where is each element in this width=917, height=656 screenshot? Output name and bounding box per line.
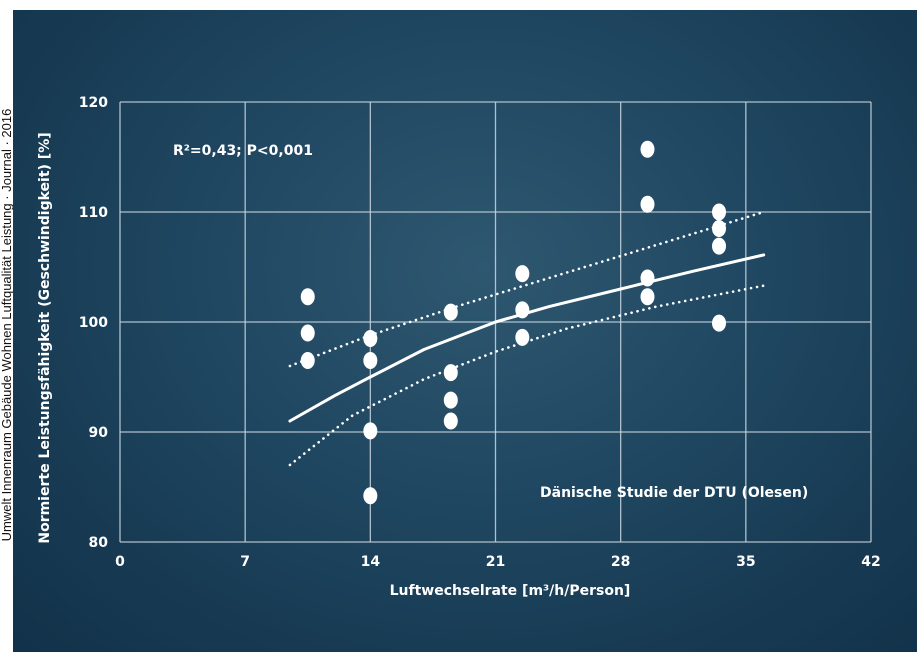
data-point — [443, 391, 458, 409]
data-point — [515, 265, 530, 283]
x-tick-label: 35 — [736, 554, 755, 570]
data-point — [515, 301, 530, 319]
data-point — [300, 324, 315, 342]
y-tick-label: 90 — [89, 425, 109, 441]
data-point — [515, 328, 530, 346]
data-point — [443, 412, 458, 430]
data-point — [363, 487, 378, 505]
data-point — [363, 330, 378, 347]
tick-labels-layer: 0 7 14 21 28 35 42 80 90 100 110 120 — [79, 95, 881, 570]
scatter-chart: 0 7 14 21 28 35 42 80 90 100 110 120 R²=0,43; P<0,0… — [37, 95, 881, 599]
annotation-stats: R²=0,43; P<0,001 — [173, 143, 313, 159]
data-point — [640, 288, 655, 306]
data-point — [640, 195, 655, 213]
data-point — [712, 220, 727, 237]
upper-bound-line — [288, 210, 765, 368]
y-tick-label: 110 — [79, 205, 108, 221]
data-point — [712, 314, 727, 332]
data-point — [712, 237, 727, 255]
x-tick-label: 28 — [611, 554, 630, 570]
x-tick-label: 0 — [115, 554, 125, 570]
y-tick-label: 100 — [79, 315, 108, 331]
x-axis-label: Luftwechselrate [m³/h/Person] — [390, 583, 631, 599]
data-point — [443, 364, 458, 382]
data-point — [300, 288, 315, 306]
fit-lines-layer — [288, 210, 766, 467]
x-tick-label: 21 — [486, 554, 505, 570]
data-point — [363, 422, 378, 440]
annotation-source: Dänische Studie der DTU (Olesen) — [540, 485, 808, 501]
data-point — [640, 140, 655, 158]
lower-bound-line — [288, 284, 765, 467]
data-point — [712, 203, 727, 221]
x-tick-label: 14 — [361, 554, 381, 570]
chart-panel: 0 7 14 21 28 35 42 80 90 100 110 120 R²=0,43; P<0,0… — [13, 10, 917, 652]
regression-line — [288, 253, 766, 423]
data-point — [640, 269, 655, 287]
y-tick-label: 120 — [79, 95, 108, 111]
y-tick-label: 80 — [89, 535, 109, 551]
x-tick-label: 7 — [240, 554, 250, 570]
points-layer — [300, 140, 727, 505]
data-point — [363, 352, 378, 369]
x-tick-label: 42 — [861, 554, 880, 570]
data-point — [300, 352, 315, 369]
grid-layer — [119, 101, 872, 543]
y-axis-label: Normierte Leistungsfähigkeit (Geschwindi… — [37, 132, 53, 543]
data-point — [443, 303, 458, 321]
